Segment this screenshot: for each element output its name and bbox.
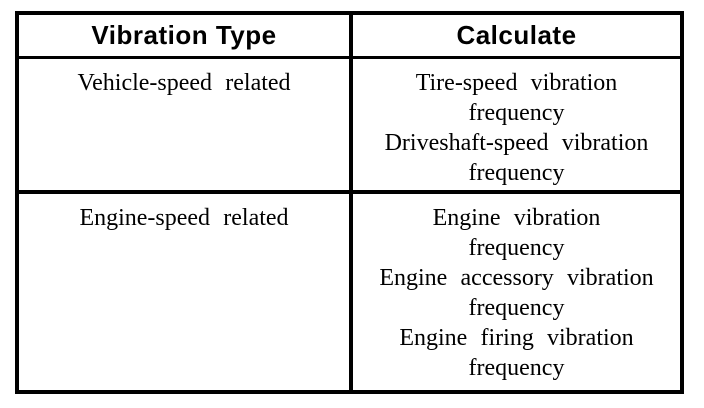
calc-line: Driveshaft-speed vibration: [384, 130, 649, 156]
calc-line: Engine vibration: [432, 205, 601, 231]
cell-row1-calculate: Tire-speed vibration frequency Driveshaf…: [353, 59, 680, 194]
calc-line: frequency: [468, 160, 565, 186]
calc-line: frequency: [468, 295, 565, 321]
column-header-vibration-type: Vibration Type: [19, 15, 353, 59]
row1-vibration-type-label: Vehicle-speed related: [77, 70, 291, 96]
cell-row2-vibration-type: Engine-speed related: [19, 194, 353, 390]
calc-line: frequency: [468, 355, 565, 381]
column-header-calculate: Calculate: [353, 15, 680, 59]
calc-line: Engine firing vibration: [399, 325, 634, 351]
calc-line: frequency: [468, 235, 565, 261]
calc-line: frequency: [468, 100, 565, 126]
cell-row1-vibration-type: Vehicle-speed related: [19, 59, 353, 194]
row2-vibration-type-label: Engine-speed related: [79, 205, 289, 231]
calc-line: Tire-speed vibration: [415, 70, 618, 96]
calc-line: Engine accessory vibration: [379, 265, 654, 291]
vibration-calculate-table: Vibration Type Calculate Vehicle-speed r…: [15, 11, 684, 394]
cell-row2-calculate: Engine vibration frequency Engine access…: [353, 194, 680, 390]
